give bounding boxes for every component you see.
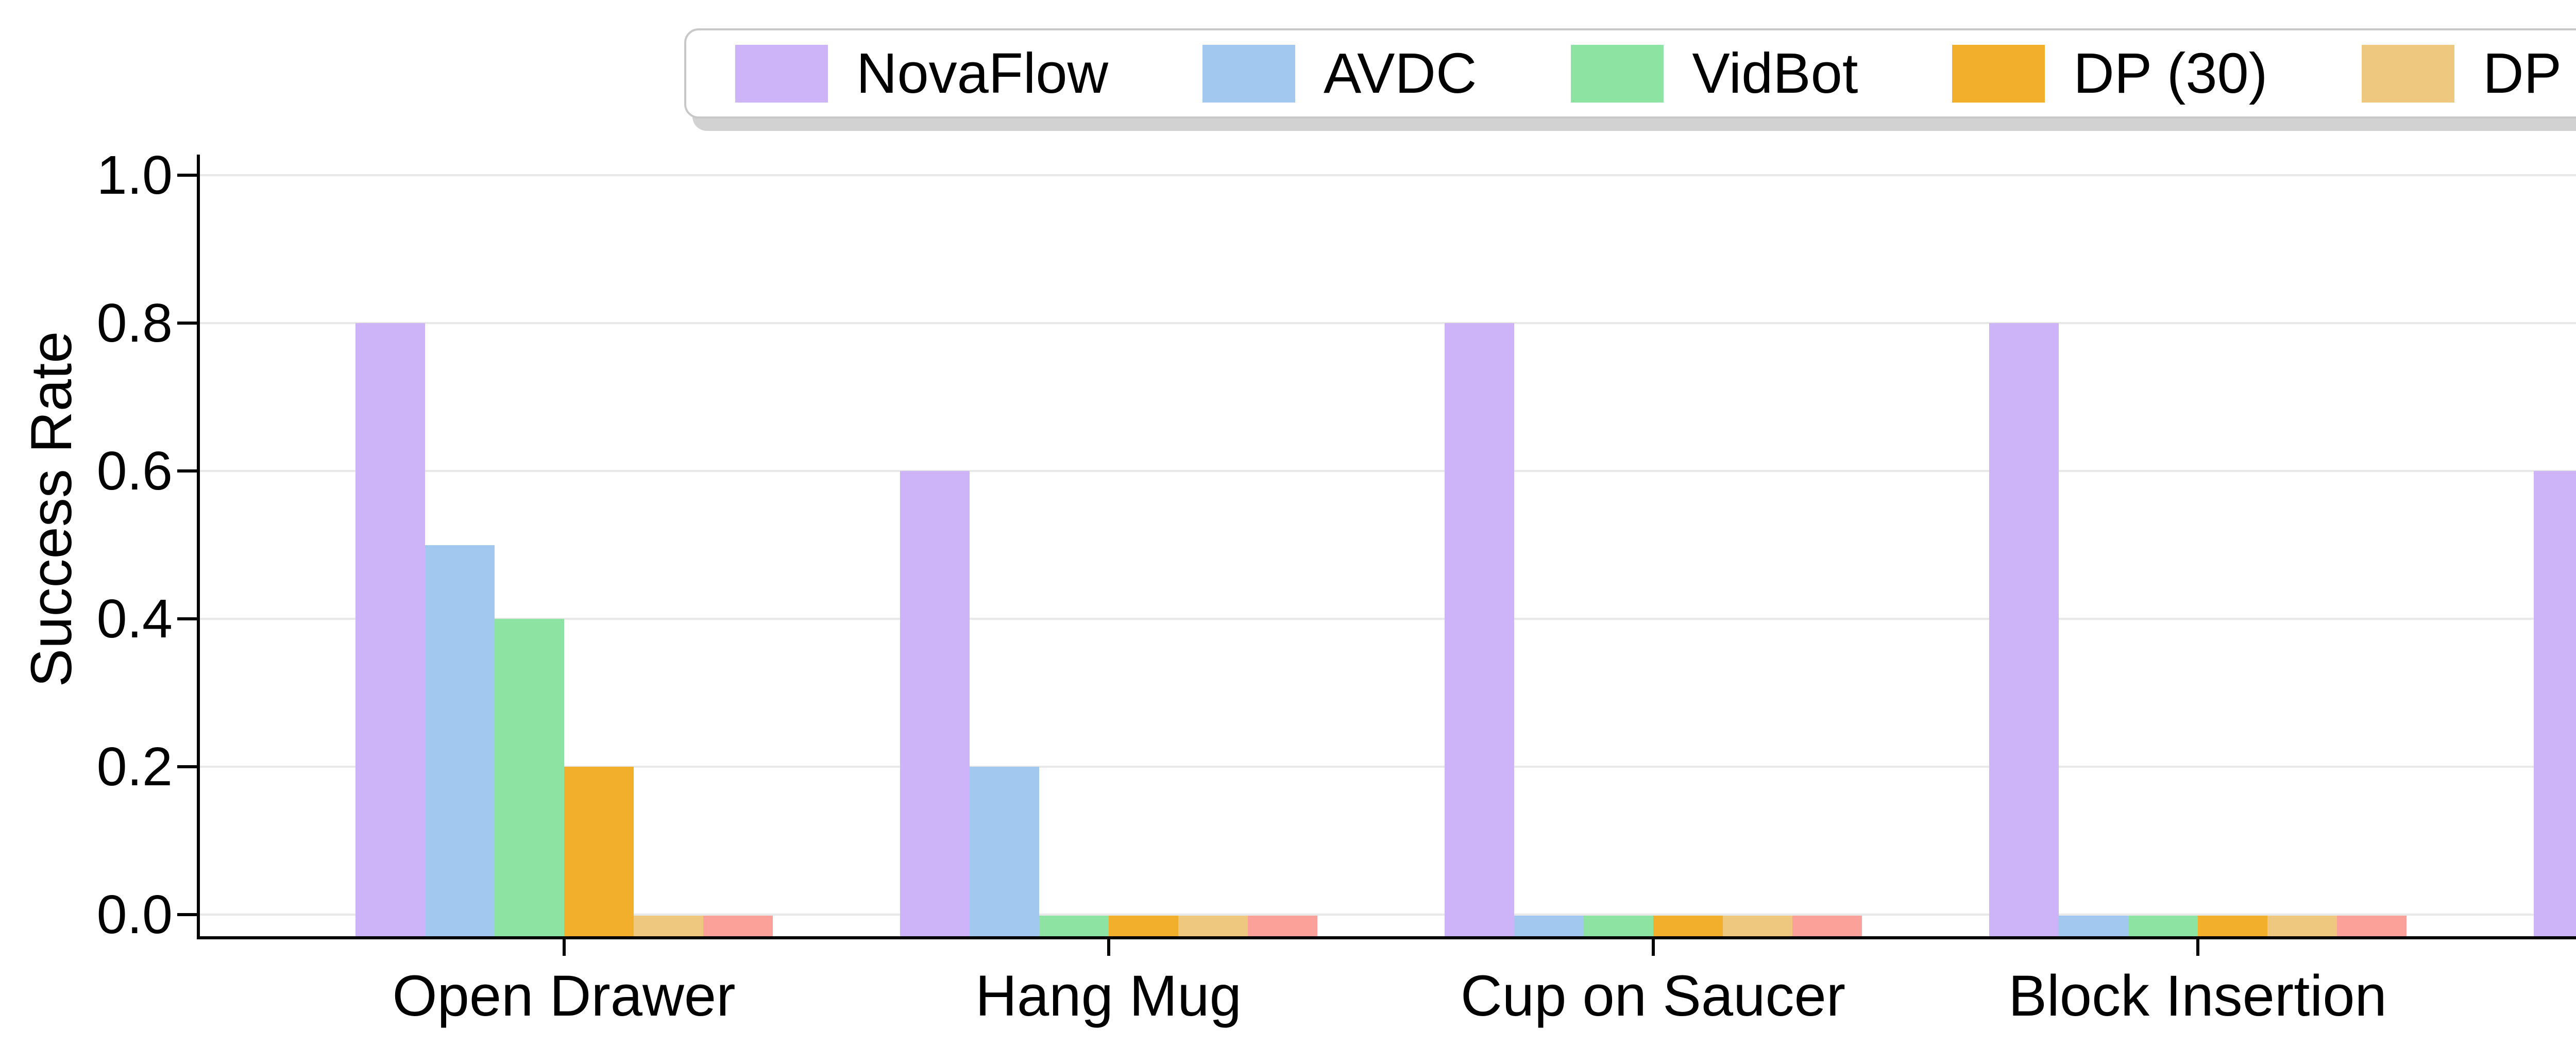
legend-swatch-icon bbox=[2362, 44, 2455, 103]
gridline bbox=[197, 322, 2576, 324]
gridline bbox=[197, 174, 2576, 176]
x-tick-mark bbox=[1652, 939, 1655, 956]
x-tick-label: Hang Mug bbox=[975, 964, 1242, 1028]
bar bbox=[2198, 916, 2267, 936]
gridline bbox=[197, 470, 2576, 472]
y-tick-label: 0.6 bbox=[96, 441, 173, 501]
x-tick-label: Block Insertion bbox=[2008, 964, 2387, 1028]
bar bbox=[1248, 916, 1317, 936]
bar bbox=[2337, 916, 2406, 936]
bar bbox=[703, 916, 773, 936]
legend-item: DP (30) bbox=[1952, 41, 2268, 105]
bar bbox=[2059, 916, 2128, 936]
x-tick-mark bbox=[2196, 939, 2199, 956]
x-tick-label: Water Plant bbox=[2470, 963, 2576, 1030]
legend-item: DP (10) bbox=[2362, 41, 2576, 105]
legend-swatch-icon bbox=[735, 44, 828, 103]
bar bbox=[2267, 916, 2337, 936]
gridline bbox=[197, 766, 2576, 768]
y-tick-label: 0.0 bbox=[96, 884, 173, 945]
bar bbox=[1653, 916, 1723, 936]
y-tick-mark bbox=[177, 913, 197, 916]
bar bbox=[425, 545, 495, 936]
gridline bbox=[197, 618, 2576, 620]
y-tick-mark bbox=[177, 174, 197, 177]
legend-swatch-icon bbox=[1202, 44, 1295, 103]
gridline bbox=[197, 914, 2576, 916]
bar bbox=[2128, 916, 2198, 936]
y-tick-label: 0.2 bbox=[96, 736, 173, 797]
x-tick-mark bbox=[563, 939, 566, 956]
legend-label: VidBot bbox=[1692, 41, 1858, 105]
bar bbox=[1584, 916, 1653, 936]
bar bbox=[900, 471, 970, 936]
bar bbox=[355, 323, 425, 936]
bar bbox=[1109, 916, 1178, 936]
y-axis-line bbox=[197, 155, 200, 939]
bar bbox=[970, 767, 1039, 936]
legend-item: NovaFlow bbox=[735, 41, 1109, 105]
bar bbox=[1514, 916, 1584, 936]
y-tick-label: 0.8 bbox=[96, 293, 173, 353]
bar bbox=[1792, 916, 1862, 936]
bar bbox=[1723, 916, 1792, 936]
bar bbox=[495, 619, 564, 936]
legend-swatch-icon bbox=[1952, 44, 2045, 103]
legend-label: DP (10) bbox=[2483, 41, 2576, 105]
bar bbox=[1445, 323, 1514, 936]
bar bbox=[634, 916, 703, 936]
legend-swatch-icon bbox=[1571, 44, 1664, 103]
bar bbox=[2534, 471, 2576, 936]
y-tick-mark bbox=[177, 469, 197, 473]
y-tick-mark bbox=[177, 617, 197, 620]
y-tick-mark bbox=[177, 322, 197, 325]
y-tick-mark bbox=[177, 765, 197, 768]
x-tick-label: Cup on Saucer bbox=[1460, 964, 1846, 1028]
legend-label: NovaFlow bbox=[856, 41, 1109, 105]
legend-item: AVDC bbox=[1202, 41, 1477, 105]
bar bbox=[1178, 916, 1248, 936]
legend-item: VidBot bbox=[1571, 41, 1858, 105]
x-axis-line bbox=[197, 936, 2576, 939]
bar bbox=[1039, 916, 1109, 936]
bar bbox=[1989, 323, 2059, 936]
y-tick-label: 0.4 bbox=[96, 588, 173, 649]
x-tick-label: Open Drawer bbox=[392, 964, 736, 1028]
bar bbox=[564, 767, 634, 936]
legend-label: DP (30) bbox=[2073, 41, 2268, 105]
y-tick-label: 1.0 bbox=[96, 145, 173, 206]
legend-label: AVDC bbox=[1323, 41, 1477, 105]
x-tick-mark bbox=[1107, 939, 1110, 956]
